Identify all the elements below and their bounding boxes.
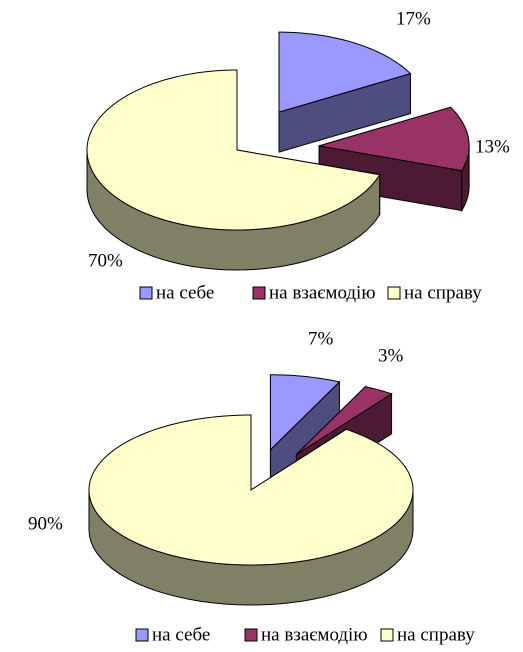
pie-slice — [88, 414, 414, 606]
slice-top — [296, 386, 393, 455]
legend-swatch — [387, 286, 401, 300]
legend-label: на взаємодію — [269, 282, 376, 303]
data-label: 17% — [396, 8, 431, 29]
pie-slice — [278, 31, 412, 153]
legend-swatch — [244, 628, 258, 642]
legend-label: на себе — [156, 282, 214, 303]
data-label: 13% — [475, 136, 510, 157]
legend-swatch — [380, 628, 394, 642]
slice-top — [278, 31, 412, 113]
legend-swatch — [252, 286, 266, 300]
data-label: 90% — [28, 513, 63, 534]
legend-swatch — [139, 286, 153, 300]
legend-label: на справу — [404, 282, 482, 303]
legend-label: на взаємодію — [261, 624, 368, 645]
legend-label: на себе — [152, 624, 210, 645]
legend-swatch — [135, 628, 149, 642]
pie-slice — [86, 69, 381, 271]
slice-top — [318, 106, 470, 172]
slice-top — [269, 374, 341, 451]
data-label: 3% — [378, 345, 404, 366]
slice-top — [88, 414, 414, 566]
data-label: 7% — [308, 328, 334, 349]
data-label: 70% — [88, 250, 123, 271]
legend-label: на справу — [397, 624, 475, 645]
slice-top — [86, 69, 381, 231]
pie-slice — [318, 106, 470, 213]
